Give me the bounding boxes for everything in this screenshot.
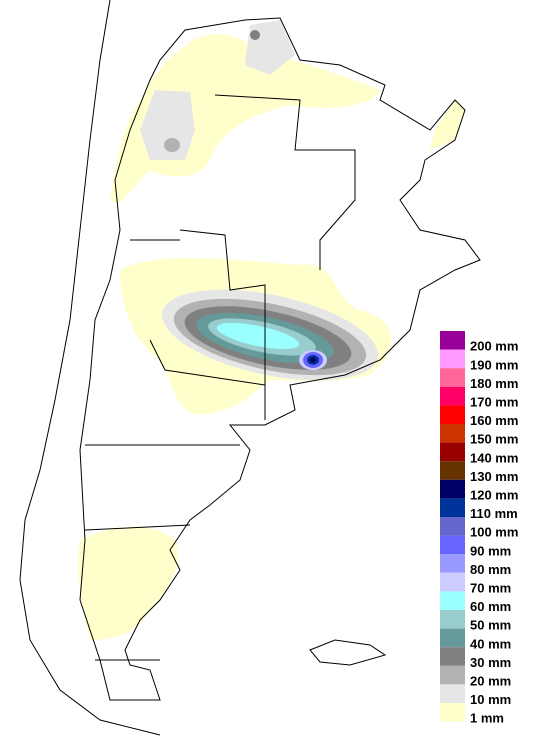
legend-label: 100 mm (470, 525, 518, 540)
legend-swatch (440, 461, 465, 480)
borders (19, 0, 481, 736)
legend-label: 130 mm (470, 469, 518, 484)
legend-label: 20 mm (470, 674, 511, 689)
legend-swatch (440, 684, 465, 703)
legend-swatch (440, 386, 465, 406)
legend-swatch (440, 479, 465, 499)
rain-60mm (216, 322, 300, 350)
legend-label: 10 mm (470, 692, 511, 707)
rain-1mm (430, 100, 465, 150)
chile-outline (19, 0, 161, 736)
legend-label: 180 mm (470, 376, 518, 391)
legend-swatch (440, 535, 465, 555)
legend-swatch (440, 703, 465, 722)
rain-10mm (140, 90, 195, 160)
legend-label: 70 mm (470, 581, 511, 596)
rain-1mm (78, 526, 179, 640)
province-border (214, 94, 356, 270)
legend-label: 120 mm (470, 488, 518, 503)
legend-swatch (440, 628, 465, 648)
legend-swatch (440, 331, 465, 350)
legend-label: 170 mm (470, 395, 518, 410)
province-border (179, 229, 266, 420)
precipitation-areas (78, 20, 465, 640)
legend-swatch (440, 368, 465, 387)
legend-label: 50 mm (470, 618, 511, 633)
legend-label: 190 mm (470, 357, 518, 372)
legend-swatch (440, 610, 465, 629)
legend-swatch (440, 349, 465, 369)
rain-120mm (310, 357, 316, 363)
legend-swatch (440, 591, 465, 610)
islands (309, 639, 387, 666)
country-border (79, 17, 481, 701)
legend-swatch (440, 498, 465, 517)
legend-swatch (440, 665, 465, 685)
legend-label: 1 mm (470, 711, 504, 726)
legend-swatch (440, 517, 465, 536)
legend-swatch (440, 554, 465, 573)
legend-label: 80 mm (470, 562, 511, 577)
legend-swatch (440, 424, 465, 443)
legend-label: 150 mm (470, 432, 518, 447)
legend-label: 40 mm (470, 636, 511, 651)
legend-label: 30 mm (470, 655, 511, 670)
legend-swatch (440, 442, 465, 462)
province-border (84, 239, 266, 661)
legend-label: 60 mm (470, 599, 511, 614)
rain-1mm (110, 34, 380, 203)
legend-label: 200 mm (470, 339, 518, 354)
legend-swatch (440, 647, 465, 666)
rain-20mm (164, 138, 180, 152)
legend-swatch (440, 572, 465, 592)
rain-30mm (250, 30, 260, 40)
legend-label: 160 mm (470, 413, 518, 428)
legend-label: 90 mm (470, 543, 511, 558)
legend-label: 140 mm (470, 450, 518, 465)
legend: 200 mm 190 mm 180 mm 170 mm 160 mm 150 mm 140 … (437, 328, 533, 726)
legend-label: 110 mm (470, 506, 518, 521)
legend-swatch (440, 405, 465, 424)
